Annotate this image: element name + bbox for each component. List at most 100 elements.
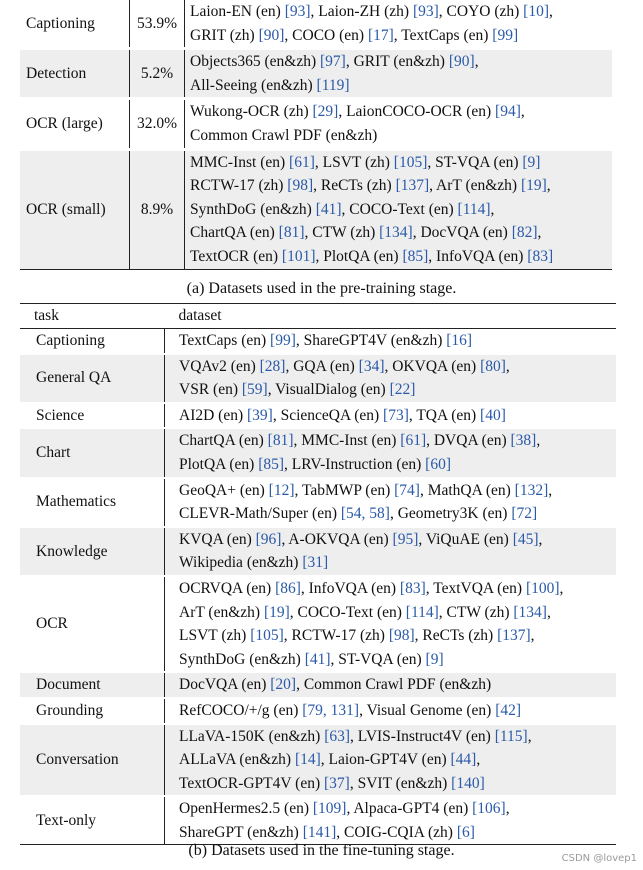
citation-link[interactable]: [38] <box>510 432 537 450</box>
citation-link[interactable]: [73] <box>383 406 409 424</box>
citation-link[interactable]: [61] <box>400 432 427 450</box>
citation-link[interactable]: [86] <box>275 579 301 597</box>
citation-link[interactable]: [17] <box>367 26 394 44</box>
table-row: Captioning 53.9% Laion-EN (en) [93], Laion… <box>20 0 612 48</box>
citation-link[interactable]: [72] <box>511 505 538 523</box>
dataset-cell: OpenHermes2.5 (en) [109], Alpaca-GPT4 (e… <box>164 797 616 846</box>
citation-link[interactable]: [60] <box>425 455 451 473</box>
citation-link[interactable]: [59] <box>241 381 268 399</box>
citation-link[interactable]: [42] <box>495 701 522 719</box>
citation-link[interactable]: [22] <box>389 381 416 399</box>
citation-link[interactable]: [34] <box>358 357 385 375</box>
citation-link[interactable]: [16] <box>446 332 473 349</box>
citation-link[interactable]: [37] <box>324 774 350 792</box>
citation-link[interactable]: [83] <box>399 579 426 597</box>
task-cell: Mathematics <box>20 478 165 526</box>
citation-link[interactable]: [114] <box>457 200 491 218</box>
citation-link[interactable]: [81] <box>278 224 305 242</box>
citation-link[interactable]: [85] <box>258 455 285 473</box>
citation-link[interactable]: [80] <box>480 357 506 375</box>
dataset-text: , TextCaps (en) <box>393 26 493 44</box>
citation-link[interactable]: [83] <box>527 247 554 265</box>
citation-link[interactable]: [10] <box>523 3 549 20</box>
header-task: task <box>20 303 165 329</box>
citation-link[interactable]: [19] <box>520 177 547 195</box>
citation-link[interactable]: [41] <box>304 650 331 668</box>
percentage-cell: 8.9% <box>129 150 185 270</box>
citation-link[interactable]: [93] <box>284 3 311 20</box>
citation-link[interactable]: [28] <box>259 357 286 375</box>
citation-link[interactable]: [98] <box>287 177 314 195</box>
dataset-text: , LRV-Instruction (en) <box>284 455 426 473</box>
citation-link[interactable]: [94] <box>495 103 521 121</box>
task-cell: OCR <box>20 576 165 672</box>
dataset-text: , RCTW-17 (zh) <box>283 627 389 645</box>
citation-link[interactable]: [39] <box>247 406 273 424</box>
citation-link[interactable]: [96] <box>255 530 282 548</box>
citation-link[interactable]: [109] <box>312 800 347 818</box>
citation-link[interactable]: [9] <box>522 153 541 171</box>
dataset-text: , InfoVQA (en) <box>428 247 528 265</box>
dataset-cell: DocVQA (en) [20], Common Crawl PDF (en&z… <box>164 673 616 697</box>
citation-link[interactable]: [82] <box>511 224 538 242</box>
citation-link[interactable]: [12] <box>268 481 295 499</box>
citation-link[interactable]: [31] <box>302 554 329 572</box>
citation-link[interactable]: [101] <box>281 247 316 265</box>
citation-link[interactable]: [100] <box>525 579 560 597</box>
citation-link[interactable]: [141] <box>302 823 337 841</box>
dataset-text: Laion-EN (en) <box>190 3 285 20</box>
dataset-text: , ReCTs (zh) <box>414 627 498 645</box>
citation-link[interactable]: [45] <box>512 530 539 548</box>
citation-link[interactable]: [137] <box>395 177 430 195</box>
citation-link[interactable]: [6] <box>456 823 475 841</box>
dataset-cell: TextCaps (en) [99], ShareGPT4V (en&zh) [… <box>165 329 617 353</box>
dataset-text: , Visual Genome (en) <box>359 701 496 719</box>
dataset-text: , <box>505 357 510 375</box>
citation-link[interactable]: [61] <box>289 153 315 171</box>
citation-link[interactable]: [81] <box>267 432 294 450</box>
citation-link[interactable]: [79, 131] <box>302 701 360 719</box>
dataset-text: Common Crawl PDF (en&zh) <box>190 126 378 144</box>
citation-link[interactable]: [63] <box>324 727 351 745</box>
citation-link[interactable]: [41] <box>315 200 342 218</box>
citation-link[interactable]: [98] <box>388 627 415 645</box>
citation-link[interactable]: [140] <box>451 774 485 792</box>
task-cell: Document <box>20 673 165 697</box>
citation-link[interactable]: [19] <box>263 603 290 621</box>
citation-link[interactable]: [54, 58] <box>340 505 390 523</box>
citation-link[interactable]: [97] <box>320 53 346 71</box>
task-cell: Captioning <box>26 14 95 32</box>
dataset-text: , ShareGPT4V (en&zh) <box>295 332 447 349</box>
citation-link[interactable]: [114] <box>405 603 439 621</box>
citation-link[interactable]: [105] <box>393 153 428 171</box>
citation-link[interactable]: [29] <box>312 103 339 121</box>
citation-link[interactable]: [106] <box>472 800 506 818</box>
citation-link[interactable]: [20] <box>270 676 297 694</box>
citation-link[interactable]: [93] <box>412 3 439 20</box>
dataset-text: , <box>536 432 541 450</box>
citation-link[interactable]: [99] <box>270 332 296 349</box>
dataset-text: , ArT (en&zh) <box>429 177 521 195</box>
citation-link[interactable]: [95] <box>392 530 419 548</box>
dataset-text: , <box>527 727 532 745</box>
citation-link[interactable]: [134] <box>379 224 413 242</box>
dataset-text: , ViQuAE (en) <box>418 530 513 548</box>
citation-link[interactable]: [134] <box>513 603 547 621</box>
citation-link[interactable]: [44] <box>450 751 477 769</box>
citation-link[interactable]: [132] <box>514 481 549 499</box>
caption-pretraining: (a) Datasets used in the pre-training st… <box>186 280 457 297</box>
citation-link[interactable]: [85] <box>402 247 429 265</box>
citation-link[interactable]: [90] <box>448 53 475 71</box>
citation-link[interactable]: [105] <box>250 627 284 645</box>
citation-link[interactable]: [115] <box>494 727 528 745</box>
dataset-text: , COCO (en) <box>284 26 368 44</box>
citation-link[interactable]: [99] <box>492 26 519 44</box>
citation-link[interactable]: [137] <box>497 627 531 645</box>
citation-link[interactable]: [14] <box>294 751 321 769</box>
dataset-text: ChartQA (en) <box>179 432 268 450</box>
citation-link[interactable]: [90] <box>258 26 285 44</box>
citation-link[interactable]: [119] <box>316 76 350 94</box>
citation-link[interactable]: [74] <box>394 481 420 499</box>
citation-link[interactable]: [40] <box>480 406 506 424</box>
citation-link[interactable]: [9] <box>425 650 444 668</box>
